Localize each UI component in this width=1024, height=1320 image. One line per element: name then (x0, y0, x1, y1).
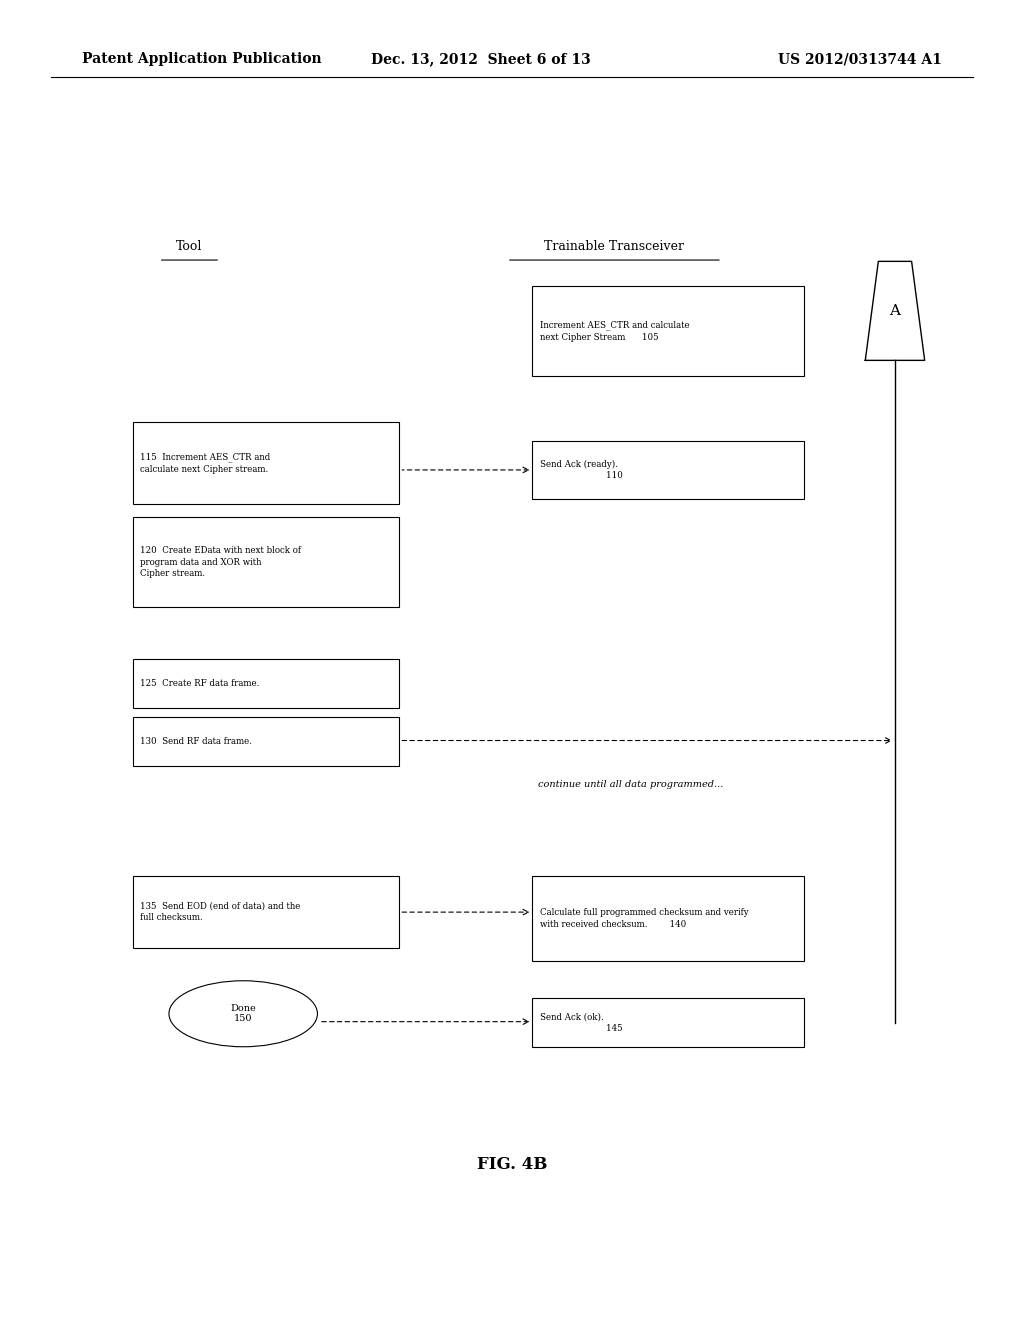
FancyBboxPatch shape (532, 998, 804, 1047)
Text: Calculate full programmed checksum and verify
with received checksum.        140: Calculate full programmed checksum and v… (540, 908, 749, 929)
Text: US 2012/0313744 A1: US 2012/0313744 A1 (778, 53, 942, 66)
FancyBboxPatch shape (532, 286, 804, 376)
Text: Dec. 13, 2012  Sheet 6 of 13: Dec. 13, 2012 Sheet 6 of 13 (372, 53, 591, 66)
Text: Trainable Transceiver: Trainable Transceiver (545, 240, 684, 253)
Text: A: A (890, 304, 900, 318)
Text: 115  Increment AES_CTR and
calculate next Cipher stream.: 115 Increment AES_CTR and calculate next… (140, 453, 270, 474)
FancyBboxPatch shape (532, 876, 804, 961)
FancyBboxPatch shape (133, 717, 399, 766)
Text: 125  Create RF data frame.: 125 Create RF data frame. (140, 678, 260, 688)
Text: 135  Send EOD (end of data) and the
full checksum.: 135 Send EOD (end of data) and the full … (140, 902, 301, 923)
Text: Tool: Tool (176, 240, 203, 253)
Ellipse shape (169, 981, 317, 1047)
FancyBboxPatch shape (133, 517, 399, 607)
Text: Done
150: Done 150 (230, 1005, 256, 1023)
Text: Increment AES_CTR and calculate
next Cipher Stream      105: Increment AES_CTR and calculate next Cip… (540, 321, 689, 342)
FancyBboxPatch shape (133, 659, 399, 708)
Text: Send Ack (ready).
                        110: Send Ack (ready). 110 (540, 459, 623, 480)
FancyBboxPatch shape (532, 441, 804, 499)
Text: Patent Application Publication: Patent Application Publication (82, 53, 322, 66)
Text: continue until all data programmed...: continue until all data programmed... (538, 780, 723, 788)
Text: 130  Send RF data frame.: 130 Send RF data frame. (140, 737, 252, 746)
Text: FIG. 4B: FIG. 4B (477, 1156, 547, 1172)
FancyBboxPatch shape (133, 876, 399, 948)
Text: Send Ack (ok).
                        145: Send Ack (ok). 145 (540, 1012, 623, 1032)
Text: 120  Create EData with next block of
program data and XOR with
Cipher stream.: 120 Create EData with next block of prog… (140, 546, 301, 578)
FancyBboxPatch shape (133, 422, 399, 504)
